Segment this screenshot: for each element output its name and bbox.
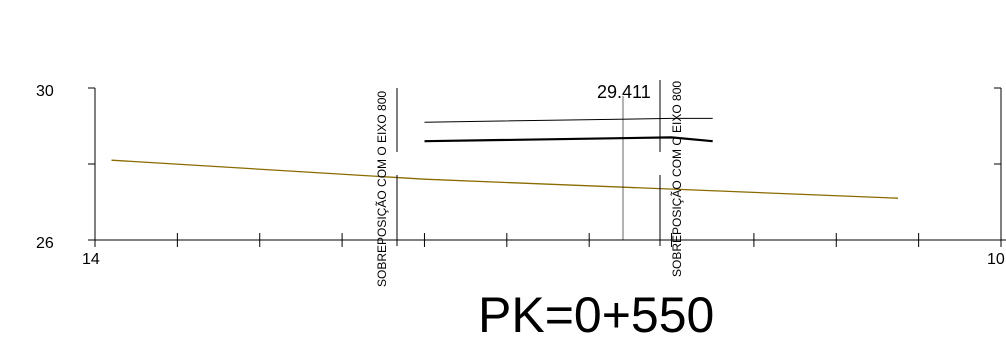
overlap-right-label: SOBREPOSIÇÃO COM O EIXO 800: [670, 81, 684, 277]
overlap-left-label: SOBREPOSIÇÃO COM O EIXO 800: [375, 91, 389, 287]
upper-profile-line: [424, 117, 713, 123]
x-axis-label-right: 10: [987, 251, 1005, 268]
elevation-value-label: 29.411: [597, 82, 651, 102]
x-axis-ticks: [94, 233, 1002, 247]
terrain-profile-line: [111, 159, 899, 199]
station-title: PK=0+550: [478, 287, 714, 341]
x-axis-label-left: 14: [82, 251, 100, 268]
lower-profile-line: [424, 136, 713, 143]
y-axis-label-bottom: 26: [36, 235, 54, 252]
y-axis-label-top: 30: [36, 83, 54, 100]
